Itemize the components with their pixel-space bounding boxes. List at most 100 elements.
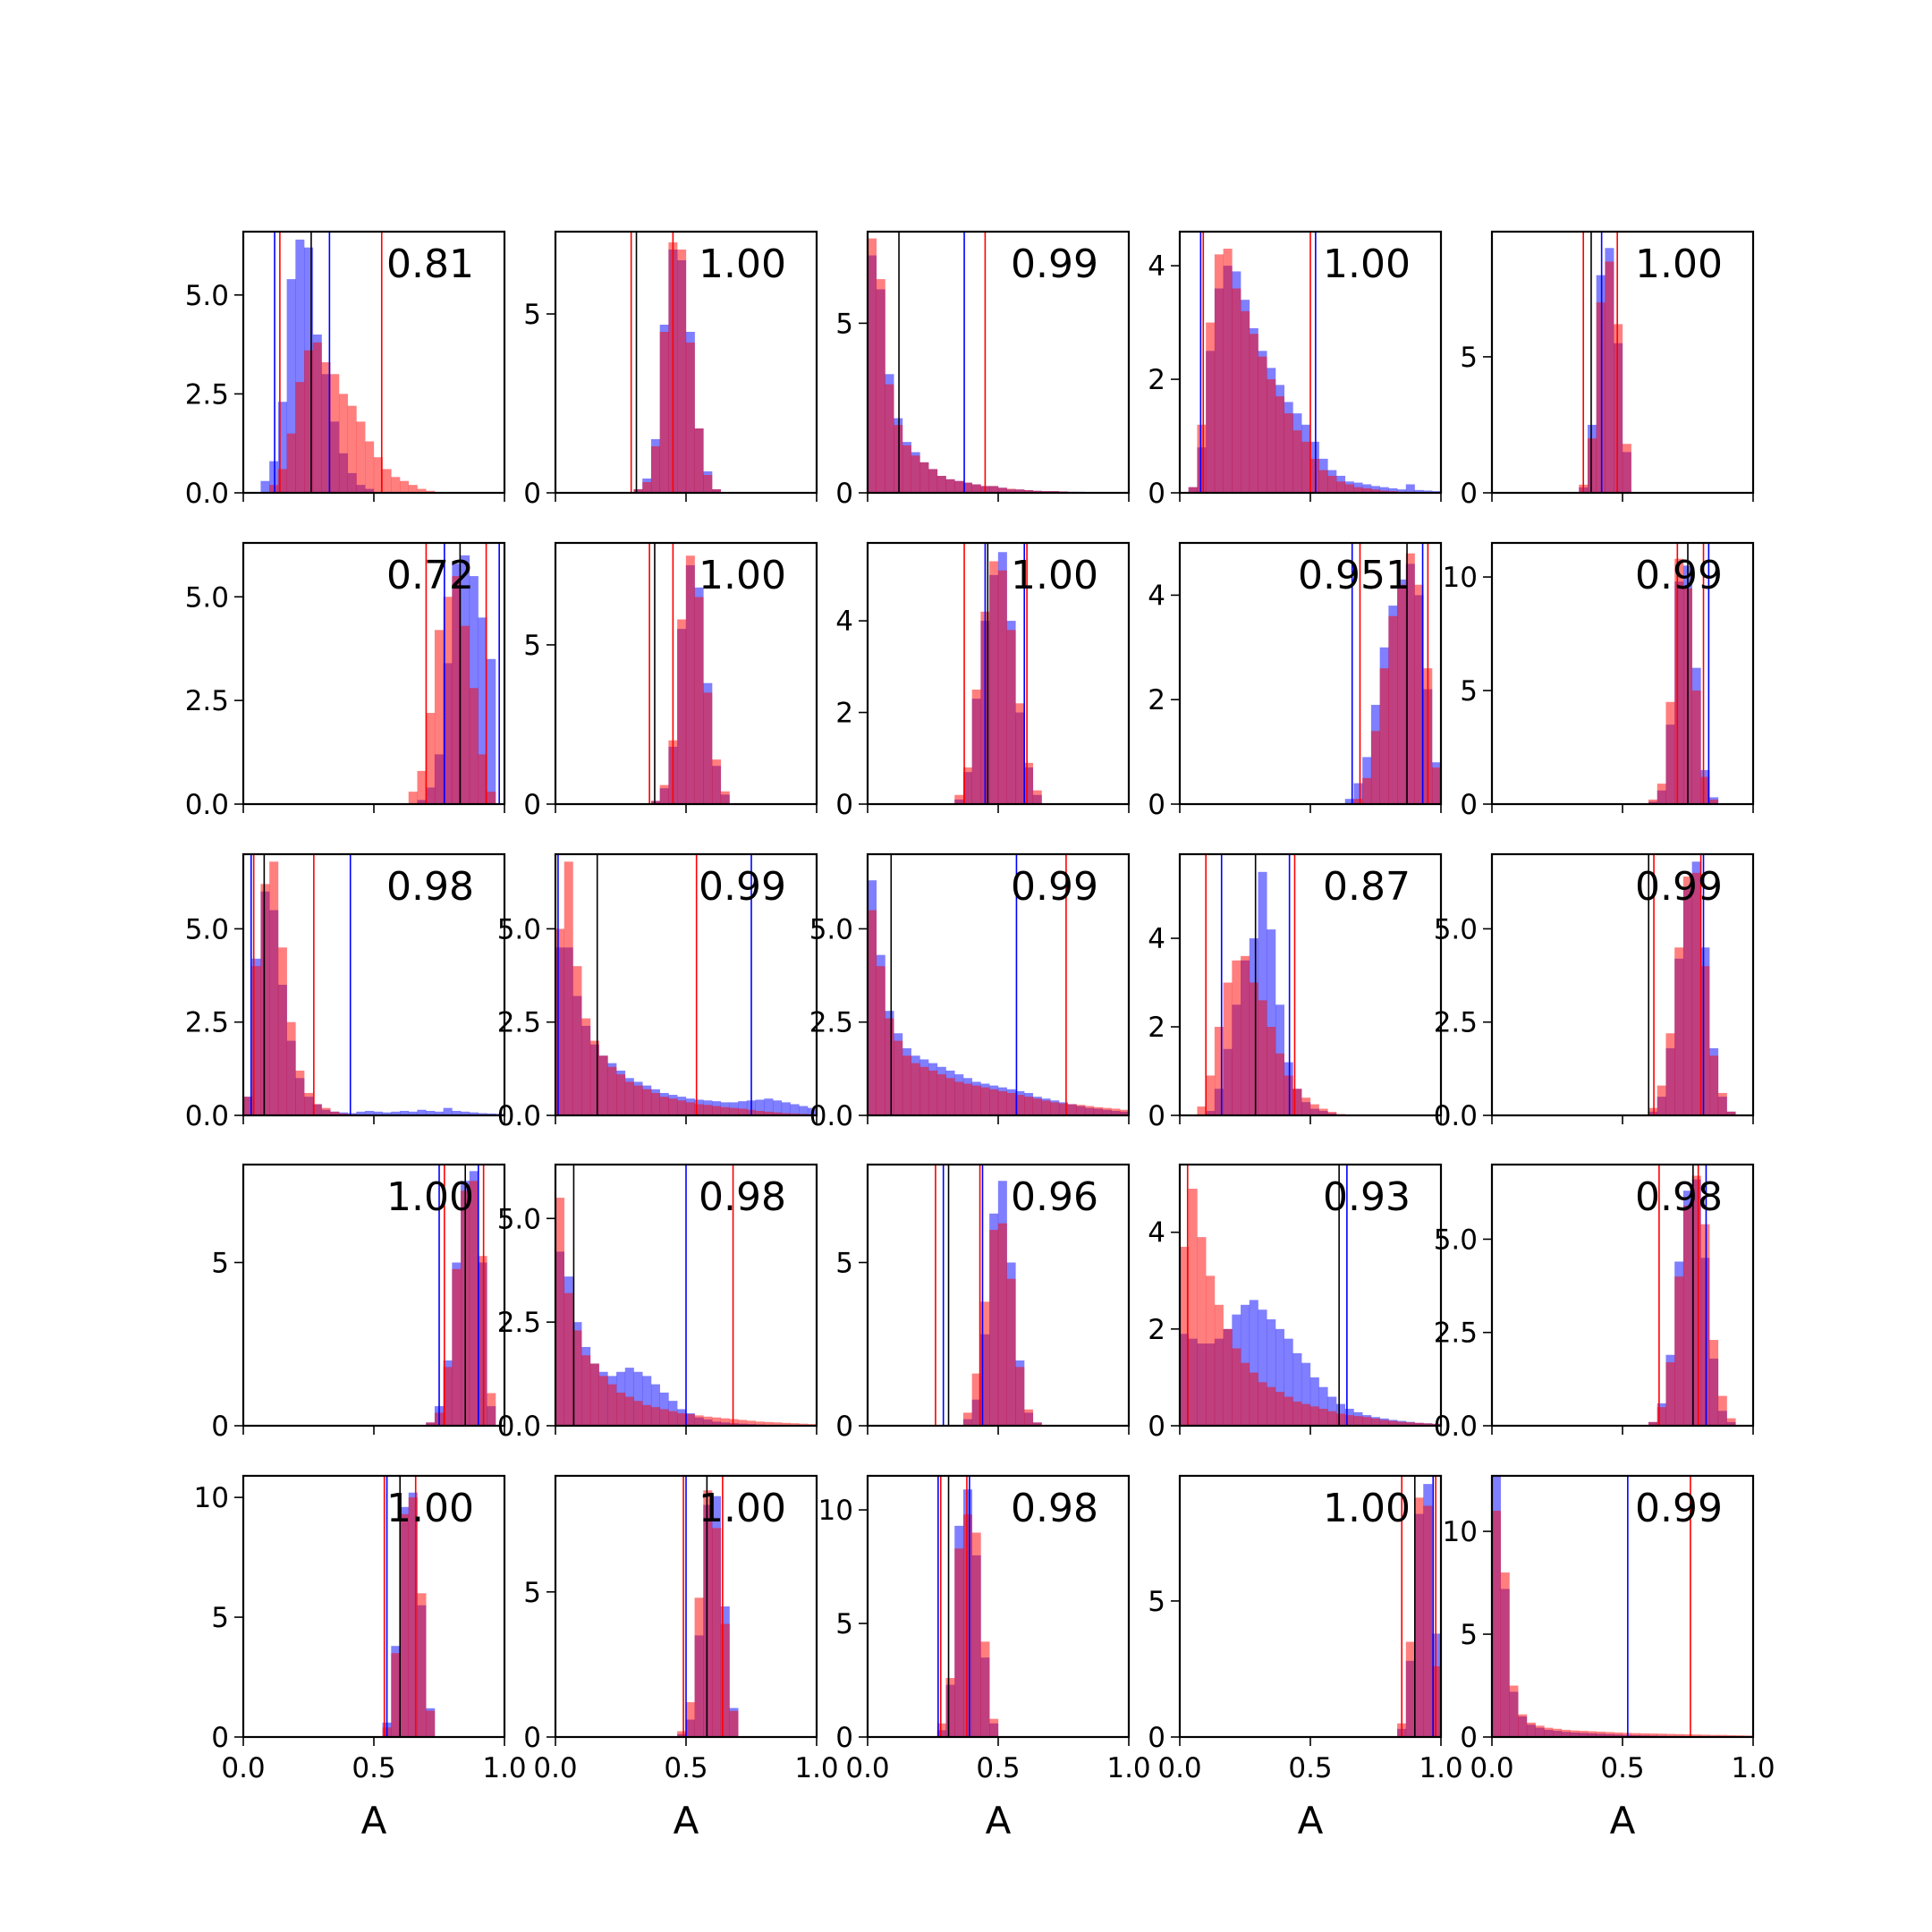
y-tick-label: 5	[835, 1248, 853, 1280]
hist-bar-blue	[461, 1111, 470, 1115]
y-tick-label: 5	[1460, 1619, 1478, 1651]
hist-bar-red	[338, 394, 348, 493]
hist-bar-red	[1431, 767, 1441, 804]
hist-bar-blue	[1379, 487, 1389, 493]
y-tick-label: 5	[523, 1577, 541, 1609]
hist-bar-red	[1362, 777, 1372, 804]
hist-bar-red	[720, 1106, 730, 1115]
hist-bar-red	[1414, 584, 1424, 804]
hist-bar-red	[1214, 1027, 1224, 1115]
hist-bar-red	[1006, 630, 1016, 804]
annotation-value: 1.00	[1323, 1486, 1411, 1531]
hist-bar-red	[685, 1414, 695, 1426]
x-tick-label: 1.0	[1419, 1752, 1462, 1784]
hist-bar-red	[694, 1597, 704, 1737]
hist-bar-red	[1015, 1095, 1025, 1115]
hist-bar-red	[1041, 1100, 1051, 1115]
hist-bar-red	[1223, 249, 1233, 493]
hist-bar-red	[330, 1111, 340, 1115]
annotation-value: 1.00	[386, 1486, 474, 1531]
hist-bar-blue	[382, 1112, 392, 1115]
y-tick-label: 2.5	[809, 1007, 853, 1039]
hist-bar-red	[962, 767, 972, 804]
annotation-value: 0.99	[1635, 864, 1723, 910]
x-axis-label: A	[986, 1799, 1012, 1843]
annotation-value: 1.00	[699, 553, 786, 598]
plot-area	[1197, 854, 1346, 1115]
hist-bar-red	[1596, 302, 1606, 493]
y-tick-label: 0.0	[1434, 1411, 1478, 1443]
hist-bar-red	[1526, 1722, 1536, 1737]
hist-bar-red	[1405, 1422, 1415, 1426]
hist-bar-red	[729, 1710, 739, 1737]
hist-bar-red	[1309, 458, 1319, 493]
hist-bar-red	[1318, 470, 1328, 493]
hist-bar-red	[928, 1070, 938, 1115]
hist-bar-red	[1700, 776, 1710, 804]
hist-bar-blue	[1267, 929, 1276, 1115]
hist-bar-red	[624, 1396, 634, 1426]
hist-bar-red	[720, 791, 730, 804]
hist-bar-red	[1024, 489, 1034, 493]
hist-bar-red	[781, 1113, 791, 1115]
hist-bar-red	[685, 343, 695, 493]
hist-bar-blue	[356, 1111, 366, 1115]
hist-bar-blue	[1405, 484, 1415, 493]
hist-bar-red	[1370, 731, 1380, 804]
hist-bar-red	[277, 469, 287, 493]
y-tick-label: 5	[523, 630, 541, 662]
hist-bar-red	[1587, 438, 1597, 493]
hist-bar-blue	[624, 1368, 634, 1426]
hist-bar-red	[650, 446, 660, 493]
hist-bar-red	[1085, 1106, 1095, 1115]
hist-bar-red	[1267, 379, 1276, 493]
y-tick-label: 0	[1148, 1100, 1165, 1132]
y-tick-label: 2	[1148, 684, 1165, 716]
hist-bar-red	[1405, 553, 1415, 804]
y-tick-label: 4	[1148, 580, 1165, 612]
y-tick-label: 4	[835, 606, 853, 638]
hist-bar-red	[962, 1514, 972, 1737]
hist-bar-red	[1544, 1727, 1554, 1737]
subplot-r1-c3: 0 2 4 0.951	[1148, 541, 1443, 821]
hist-bar-blue	[1423, 490, 1433, 493]
hist-bar-red	[945, 479, 955, 493]
hist-bar-red	[356, 421, 366, 493]
hist-bar-red	[1587, 1731, 1597, 1737]
hist-bar-red	[408, 1497, 418, 1737]
y-tick-label: 4	[1148, 1217, 1165, 1250]
annotation-value: 1.00	[699, 1486, 786, 1531]
hist-bar-red	[989, 486, 999, 493]
hist-bar-red	[555, 1198, 565, 1426]
hist-bar-red	[426, 1422, 436, 1426]
hist-bar-red	[1032, 790, 1042, 804]
hist-bar-red	[677, 1413, 687, 1426]
hist-bar-red	[1249, 982, 1258, 1115]
subplot-r0-c2: 050.99	[835, 230, 1131, 510]
y-tick-label: 5	[211, 1248, 229, 1280]
hist-bar-red	[919, 462, 929, 493]
hist-bar-red	[685, 1702, 695, 1737]
hist-bar-red	[1119, 1109, 1129, 1115]
subplot-r4-c1: 0.0 0.5 1.0 A 0 5 1.00	[523, 1474, 839, 1843]
hist-bar-red	[426, 713, 436, 804]
hist-bar-red	[1093, 1106, 1103, 1115]
hist-bar-red	[269, 485, 279, 493]
hist-bar-red	[764, 1111, 774, 1115]
hist-bar-blue	[295, 239, 305, 493]
hist-bar-red	[1657, 1085, 1666, 1115]
hist-bar-blue	[799, 1106, 809, 1115]
plot-area	[1180, 1165, 1441, 1426]
hist-bar-red	[1535, 1725, 1545, 1737]
y-tick-label: 2	[835, 698, 853, 730]
hist-bar-blue	[391, 1111, 401, 1115]
hist-bar-red	[295, 382, 305, 493]
hist-bar-red	[1700, 966, 1710, 1115]
hist-bar-red	[1509, 1685, 1519, 1737]
hist-bar-red	[1232, 960, 1241, 1115]
hist-bar-red	[1188, 1189, 1198, 1426]
hist-bar-red	[1102, 1107, 1112, 1115]
hist-bar-red	[487, 792, 496, 804]
hist-bar-blue	[650, 1384, 660, 1426]
annotation-value: 0.81	[386, 242, 474, 287]
